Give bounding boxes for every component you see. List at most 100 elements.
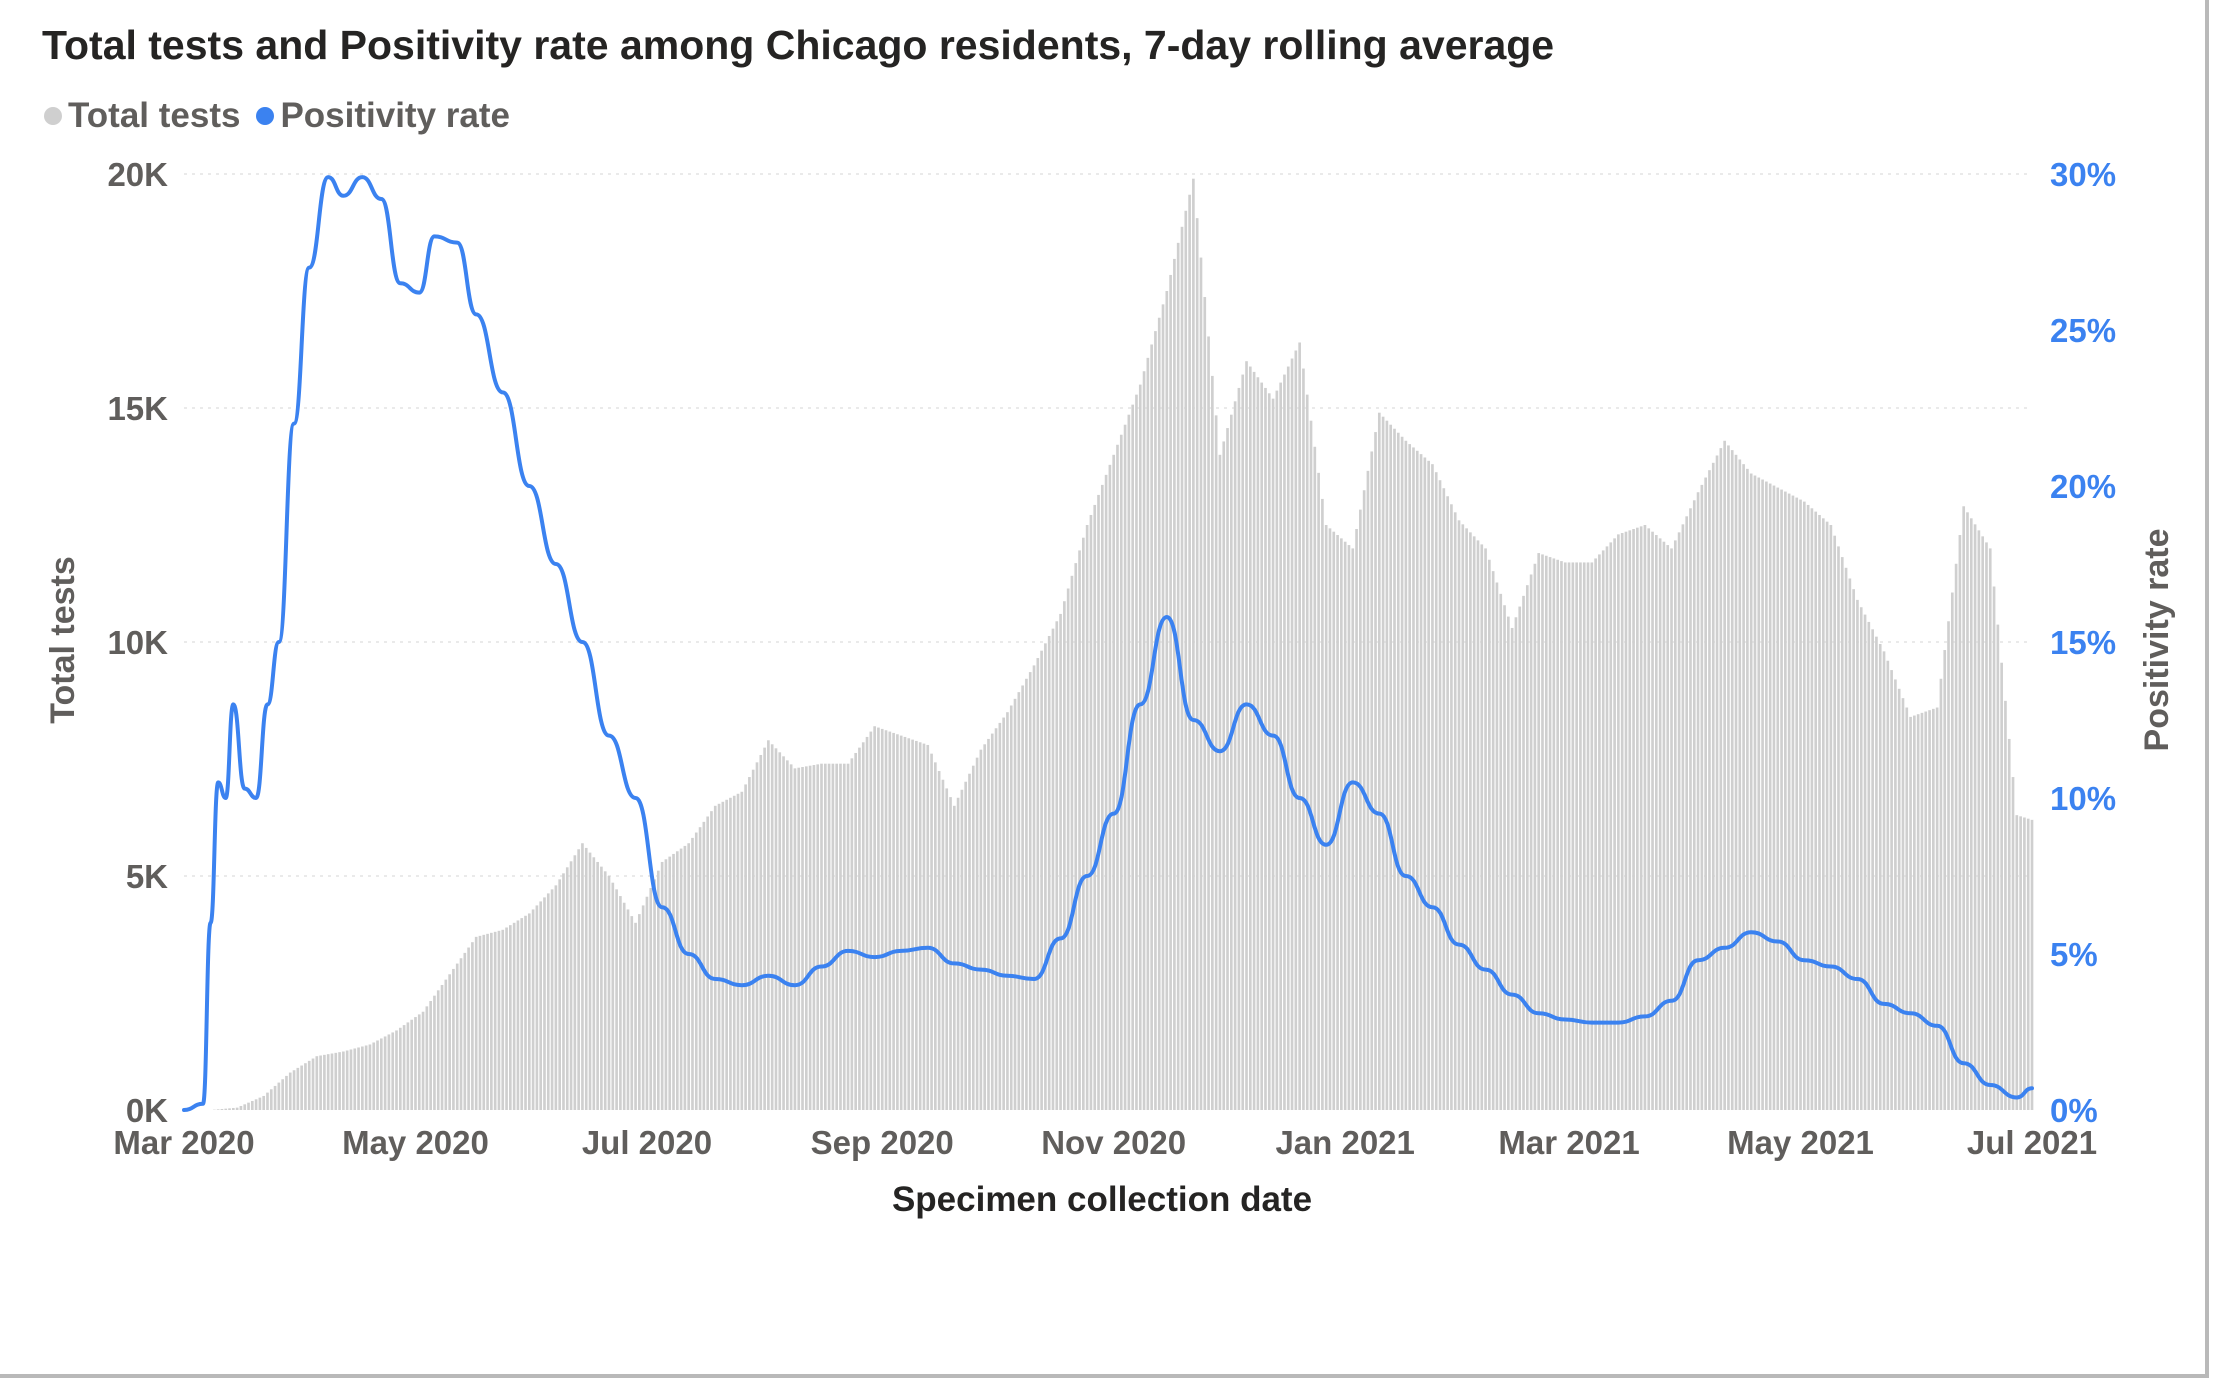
total-tests-bar[interactable] — [930, 753, 933, 1110]
legend-item-positivity-rate[interactable]: Positivity rate — [256, 96, 510, 136]
total-tests-bar[interactable] — [1082, 537, 1085, 1110]
total-tests-bar[interactable] — [1761, 479, 1764, 1110]
total-tests-bar[interactable] — [330, 1053, 334, 1110]
total-tests-bar[interactable] — [622, 902, 626, 1110]
total-tests-bar[interactable] — [937, 771, 941, 1110]
total-tests-bar[interactable] — [1871, 629, 1874, 1110]
total-tests-bar[interactable] — [1461, 524, 1465, 1110]
total-tests-bar[interactable] — [653, 879, 656, 1110]
total-tests-bar[interactable] — [1173, 258, 1176, 1110]
total-tests-bar[interactable] — [1988, 548, 1992, 1110]
total-tests-bar[interactable] — [949, 797, 952, 1110]
total-tests-bar[interactable] — [1438, 480, 1442, 1111]
total-tests-bar[interactable] — [300, 1065, 303, 1110]
total-tests-bar[interactable] — [854, 752, 857, 1110]
total-tests-bar[interactable] — [729, 797, 732, 1110]
total-tests-bar[interactable] — [1385, 420, 1389, 1110]
total-tests-bar[interactable] — [1237, 387, 1241, 1110]
total-tests-bar[interactable] — [1932, 708, 1935, 1110]
total-tests-bar[interactable] — [1840, 557, 1844, 1110]
total-tests-bar[interactable] — [805, 766, 808, 1110]
total-tests-bar[interactable] — [471, 942, 474, 1110]
total-tests-bar[interactable] — [1450, 504, 1453, 1110]
total-tests-bar[interactable] — [641, 905, 645, 1110]
total-tests-bar[interactable] — [1894, 679, 1897, 1110]
total-tests-bar[interactable] — [1601, 550, 1605, 1110]
total-tests-bar[interactable] — [998, 722, 1002, 1110]
total-tests-bar[interactable] — [524, 915, 527, 1110]
total-tests-bar[interactable] — [281, 1079, 284, 1110]
total-tests-bar[interactable] — [1996, 624, 2000, 1110]
total-tests-bar[interactable] — [1396, 432, 1400, 1110]
total-tests-bar[interactable] — [463, 952, 467, 1110]
total-tests-bar[interactable] — [873, 726, 876, 1110]
total-tests-bar[interactable] — [1491, 571, 1495, 1110]
total-tests-bar[interactable] — [926, 744, 930, 1110]
total-tests-bar[interactable] — [1636, 527, 1639, 1110]
total-tests-bar[interactable] — [664, 859, 668, 1110]
total-tests-bar[interactable] — [1700, 484, 1704, 1110]
total-tests-bar[interactable] — [922, 743, 926, 1110]
total-tests-bar[interactable] — [550, 889, 554, 1110]
total-tests-bar[interactable] — [319, 1055, 322, 1110]
total-tests-bar[interactable] — [1560, 561, 1563, 1110]
total-tests-bar[interactable] — [1772, 485, 1776, 1110]
total-tests-bar[interactable] — [846, 763, 850, 1110]
total-tests-bar[interactable] — [1009, 705, 1013, 1110]
total-tests-bar[interactable] — [1343, 541, 1347, 1110]
total-tests-bar[interactable] — [1097, 494, 1100, 1110]
total-tests-bar[interactable] — [1332, 531, 1336, 1110]
total-tests-bar[interactable] — [774, 748, 778, 1110]
total-tests-bar[interactable] — [858, 747, 861, 1110]
total-tests-bar[interactable] — [1969, 518, 1973, 1110]
total-tests-bar[interactable] — [1677, 532, 1681, 1110]
total-tests-bar[interactable] — [1848, 578, 1852, 1110]
total-tests-bar[interactable] — [1400, 436, 1404, 1110]
total-tests-bar[interactable] — [1442, 488, 1446, 1111]
total-tests-bar[interactable] — [979, 749, 983, 1110]
total-tests-bar[interactable] — [1393, 428, 1396, 1111]
total-tests-bar[interactable] — [1909, 716, 1912, 1110]
total-tests-bar[interactable] — [1142, 371, 1146, 1111]
total-tests-bar[interactable] — [1002, 717, 1005, 1110]
total-tests-bar[interactable] — [793, 768, 797, 1110]
total-tests-bar[interactable] — [1150, 344, 1153, 1110]
total-tests-bar[interactable] — [1465, 528, 1468, 1110]
total-tests-bar[interactable] — [1377, 412, 1381, 1110]
total-tests-bar[interactable] — [2023, 817, 2026, 1111]
total-tests-bar[interactable] — [1867, 621, 1871, 1110]
total-tests-bar[interactable] — [1541, 554, 1544, 1110]
total-tests-bar[interactable] — [1036, 658, 1040, 1110]
total-tests-bar[interactable] — [398, 1027, 402, 1110]
total-tests-bar[interactable] — [767, 740, 770, 1110]
total-tests-bar[interactable] — [960, 789, 964, 1110]
total-tests-bar[interactable] — [1916, 714, 1920, 1110]
total-tests-bar[interactable] — [1590, 562, 1594, 1110]
total-tests-bar[interactable] — [1837, 546, 1840, 1110]
total-tests-bar[interactable] — [429, 1001, 432, 1110]
total-tests-bar[interactable] — [877, 727, 880, 1110]
total-tests-bar[interactable] — [725, 799, 728, 1110]
total-tests-bar[interactable] — [1973, 524, 1977, 1110]
total-tests-bar[interactable] — [1598, 554, 1601, 1110]
total-tests-bar[interactable] — [1571, 562, 1575, 1110]
total-tests-bar[interactable] — [1878, 644, 1882, 1110]
total-tests-bar[interactable] — [1624, 531, 1628, 1110]
total-tests-bar[interactable] — [387, 1034, 391, 1110]
total-tests-bar[interactable] — [1211, 375, 1214, 1110]
total-tests-bar[interactable] — [1594, 558, 1597, 1110]
total-tests-bar[interactable] — [543, 897, 546, 1110]
total-tests-bar[interactable] — [258, 1097, 262, 1110]
total-tests-bar[interactable] — [987, 738, 990, 1110]
total-tests-bar[interactable] — [820, 763, 823, 1110]
total-tests-bar[interactable] — [1051, 628, 1055, 1110]
total-tests-bar[interactable] — [467, 947, 470, 1110]
total-tests-bar[interactable] — [1355, 529, 1358, 1110]
total-tests-bar[interactable] — [239, 1105, 243, 1110]
total-tests-bar[interactable] — [1070, 575, 1074, 1110]
total-tests-bar[interactable] — [1230, 414, 1233, 1110]
total-tests-bar[interactable] — [372, 1042, 376, 1110]
total-tests-bar[interactable] — [1313, 446, 1317, 1110]
total-tests-bar[interactable] — [850, 758, 854, 1110]
total-tests-bar[interactable] — [334, 1052, 338, 1110]
